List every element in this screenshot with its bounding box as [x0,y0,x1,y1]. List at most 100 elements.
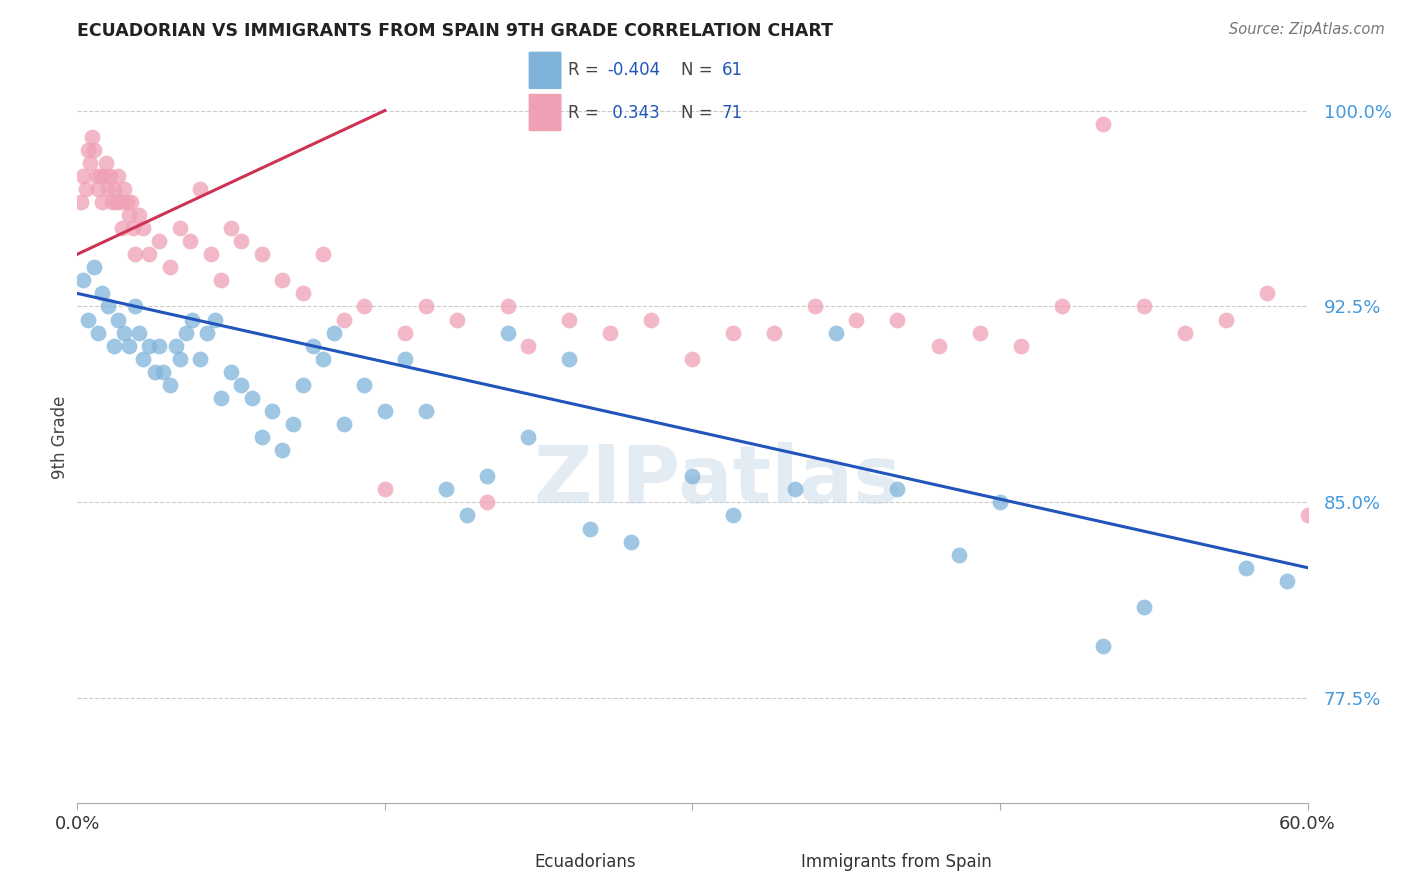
Point [1296,508,1319,523]
Point [93,169,115,183]
Point [969,326,991,340]
Point [114,182,136,196]
Point [783,483,806,497]
Point [209,391,232,405]
Text: 61: 61 [721,62,742,79]
Point [138,338,160,352]
Point [1215,312,1237,326]
Point [128,208,150,222]
Point [231,234,253,248]
Point [83,143,105,157]
FancyBboxPatch shape [529,52,561,89]
Point [80,129,103,144]
Point [87,182,110,196]
Point [117,208,139,222]
Point [579,521,602,535]
Point [148,234,170,248]
Point [143,365,166,379]
Point [97,182,120,196]
Point [195,326,218,340]
Point [1234,560,1257,574]
Text: Immigrants from Spain: Immigrants from Spain [801,853,993,871]
Point [1050,300,1073,314]
Point [89,169,111,183]
Point [886,312,908,326]
Text: ECUADORIAN VS IMMIGRANTS FROM SPAIN 9TH GRADE CORRELATION CHART: ECUADORIAN VS IMMIGRANTS FROM SPAIN 9TH … [77,22,834,40]
Point [682,469,704,483]
Point [105,194,128,209]
Point [159,377,181,392]
Point [517,338,540,352]
Point [94,156,117,170]
Point [394,326,416,340]
Point [120,194,142,209]
Point [204,312,226,326]
Point [948,548,970,562]
Point [103,182,125,196]
Point [496,326,519,340]
Point [415,404,437,418]
Point [97,300,120,314]
Point [1091,117,1114,131]
Point [132,221,155,235]
Text: 0.343: 0.343 [607,103,659,121]
Point [723,326,745,340]
Point [322,326,344,340]
Text: R =: R = [568,103,610,121]
Point [262,404,284,418]
Point [75,182,97,196]
FancyBboxPatch shape [529,94,561,131]
Point [291,286,314,301]
Point [415,300,437,314]
Point [138,247,160,261]
Point [1010,338,1032,352]
Point [124,247,146,261]
Point [76,312,98,326]
Point [374,404,396,418]
Point [886,483,908,497]
Text: R =: R = [568,62,605,79]
Point [111,221,134,235]
Point [169,351,191,366]
Point [558,351,581,366]
Point [219,365,242,379]
Point [231,377,253,392]
Point [353,377,375,392]
Point [98,169,121,183]
Point [117,338,139,352]
Point [1091,639,1114,653]
Text: Source: ZipAtlas.com: Source: ZipAtlas.com [1229,22,1385,37]
Point [477,495,499,509]
Point [1256,286,1278,301]
Text: -0.404: -0.404 [607,62,659,79]
Text: ZIPatlas: ZIPatlas [533,442,901,520]
Point [302,338,325,352]
Y-axis label: 9th Grade: 9th Grade [51,395,69,479]
Point [1132,300,1154,314]
Point [1174,326,1197,340]
Point [115,194,138,209]
Point [312,351,335,366]
Point [928,338,950,352]
Point [436,483,458,497]
Point [219,221,242,235]
Point [90,194,114,209]
Point [250,247,273,261]
Point [72,273,94,287]
Point [169,221,191,235]
Point [1275,574,1298,588]
Point [446,312,468,326]
Point [682,351,704,366]
Point [353,300,375,314]
Point [988,495,1011,509]
Point [723,508,745,523]
Point [250,430,273,444]
Point [124,300,146,314]
Point [599,326,621,340]
Point [845,312,868,326]
Point [83,260,105,275]
Point [107,312,129,326]
Text: N =: N = [681,62,717,79]
Point [640,312,662,326]
Point [456,508,478,523]
